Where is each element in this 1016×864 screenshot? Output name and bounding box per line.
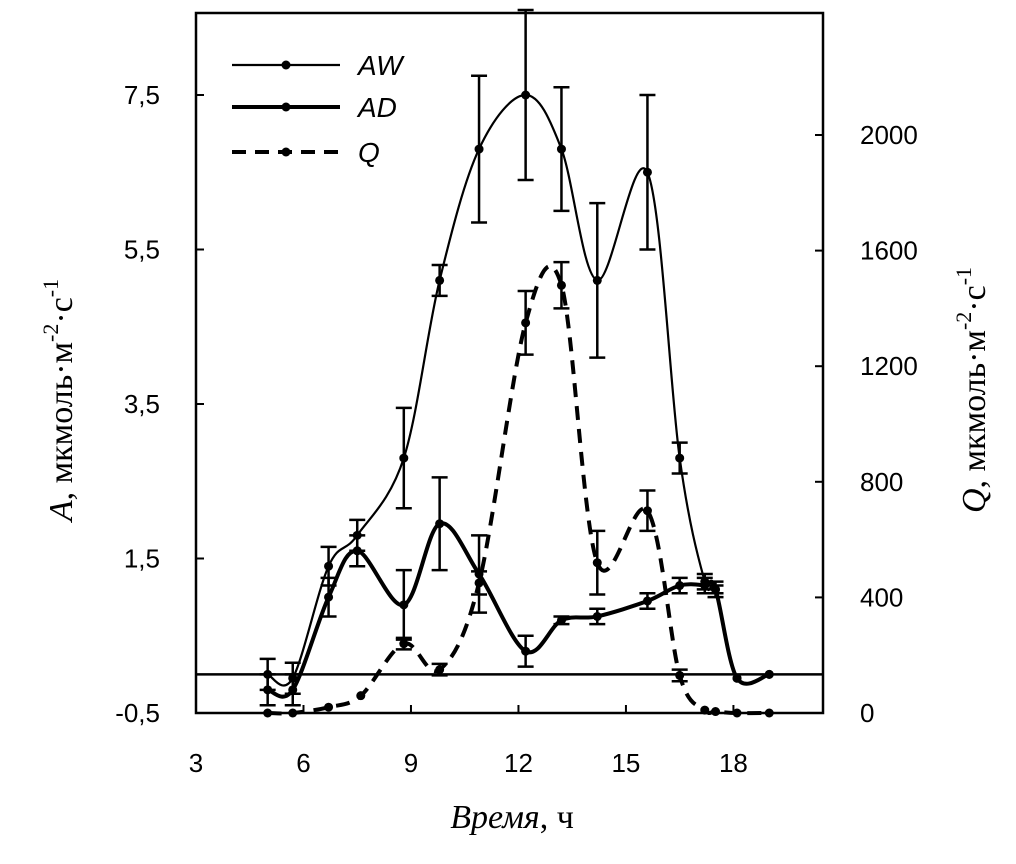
- y-left-tick-label: -0,5: [115, 698, 160, 728]
- y-right-tick-label: 0: [860, 698, 874, 728]
- y-axis-right-title: Q, мкмоль·м-2·с-1: [951, 267, 993, 513]
- x-tick-label: 3: [189, 748, 203, 778]
- data-point-ad: [435, 519, 445, 529]
- data-point-q: [556, 280, 566, 290]
- x-axis-title: Время, ч: [450, 799, 574, 836]
- data-point-q: [711, 707, 721, 717]
- data-point-ad: [675, 581, 685, 591]
- data-point-aw: [556, 144, 566, 154]
- data-point-q: [263, 708, 273, 718]
- legend-label-q: Q: [358, 137, 380, 168]
- y-left-tick-label: 7,5: [124, 80, 160, 110]
- data-point-aw: [642, 167, 652, 177]
- y-left-tick-label: 1,5: [124, 544, 160, 574]
- data-point-aw: [521, 90, 531, 100]
- y-right-tick-label: 1200: [860, 351, 918, 381]
- legend-label-aw: AW: [356, 50, 405, 81]
- data-point-aw: [675, 453, 685, 463]
- data-point-ad: [556, 615, 566, 625]
- data-point-q: [764, 708, 774, 718]
- data-point-ad: [592, 611, 602, 621]
- x-tick-label: 18: [719, 748, 748, 778]
- legend-marker-aw: [281, 60, 291, 70]
- data-point-q: [521, 318, 531, 328]
- data-point-aw: [324, 561, 334, 571]
- data-point-ad: [711, 584, 721, 594]
- data-point-ad: [764, 669, 774, 679]
- data-point-ad: [732, 673, 742, 683]
- data-point-q: [356, 691, 366, 701]
- y-right-tick-label: 400: [860, 582, 903, 612]
- data-point-q: [700, 705, 710, 715]
- data-point-ad: [352, 546, 362, 556]
- plot-area: 3 6 9 12 15 18 -0,5 1,5 3,5 5,5 7,5 0 400 800 1200 1600…: [115, 8, 918, 778]
- data-point-q: [642, 506, 652, 516]
- legend-marker-ad: [281, 102, 291, 112]
- y-left-tick-label: 3,5: [124, 389, 160, 419]
- data-point-aw: [592, 275, 602, 285]
- data-point-q: [399, 639, 409, 649]
- data-point-ad: [263, 685, 273, 695]
- data-point-ad: [399, 600, 409, 610]
- data-point-q: [675, 670, 685, 680]
- data-point-q: [474, 578, 484, 588]
- y-left-tick-label: 5,5: [124, 235, 160, 265]
- y-right-tick-label: 1600: [860, 236, 918, 266]
- data-point-ad: [642, 596, 652, 606]
- data-point-q: [592, 558, 602, 568]
- x-tick-label: 9: [404, 748, 418, 778]
- legend-label-ad: AD: [356, 92, 397, 123]
- x-tick-label: 6: [296, 748, 310, 778]
- data-point-aw: [435, 275, 445, 285]
- data-point-q: [324, 702, 334, 712]
- x-tick-label: 15: [611, 748, 640, 778]
- data-point-aw: [474, 144, 484, 154]
- data-point-ad: [700, 581, 710, 591]
- y-right-tick-label: 800: [860, 467, 903, 497]
- legend-marker-q: [281, 147, 291, 157]
- plot-frame: [194, 11, 825, 715]
- data-point-q: [732, 708, 742, 718]
- data-point-ad: [288, 685, 298, 695]
- data-point-q: [288, 708, 298, 718]
- data-point-aw: [399, 453, 409, 463]
- data-point-ad: [521, 646, 531, 656]
- data-point-ad: [324, 592, 334, 602]
- y-axis-left-title: A, мкмоль·м-2·с-1: [38, 279, 80, 523]
- data-point-q: [435, 665, 445, 675]
- series-line-aw: [267, 93, 770, 687]
- x-tick-label: 12: [504, 748, 533, 778]
- y-right-tick-label: 2000: [860, 120, 918, 150]
